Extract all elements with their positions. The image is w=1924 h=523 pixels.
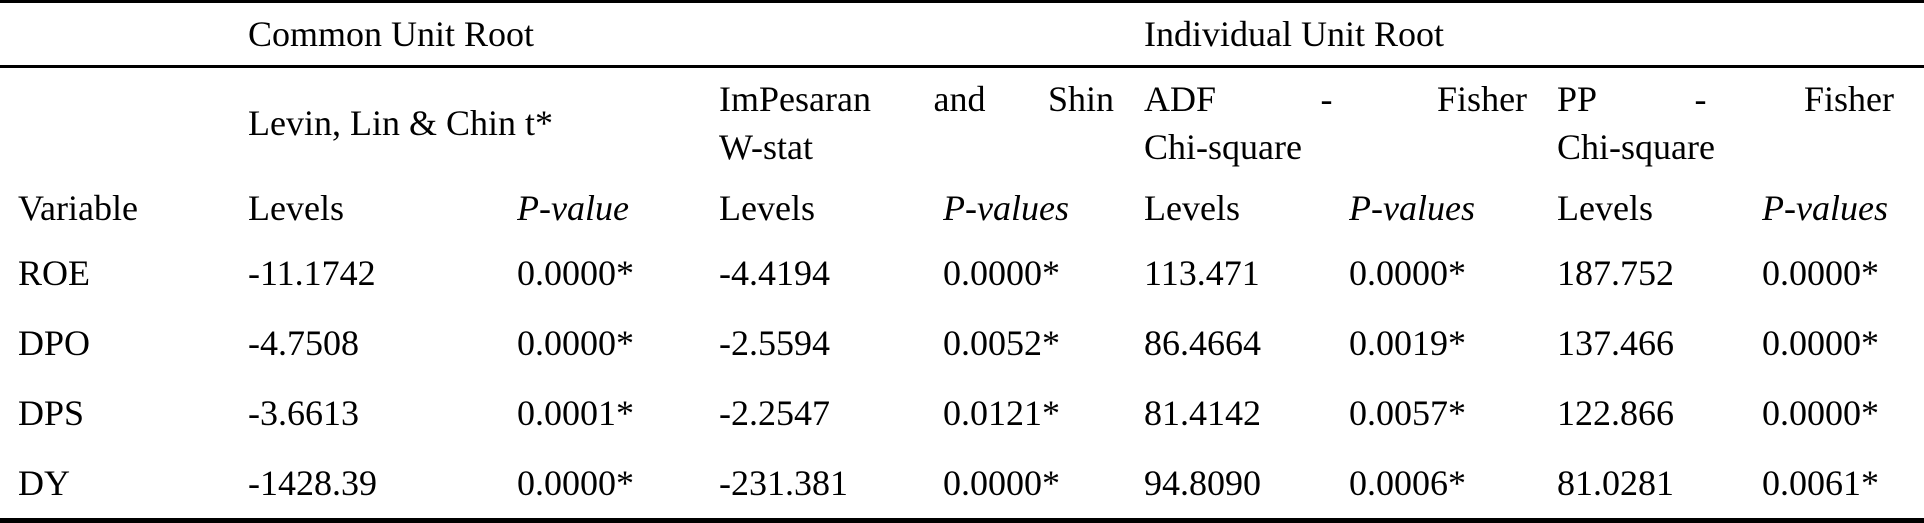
cell: 81.4142 (1144, 393, 1262, 433)
cell: 81.0281 (1557, 463, 1675, 503)
cell: -3.6613 (248, 393, 359, 433)
column-header-pvalue: P-value (517, 188, 629, 228)
cell: -4.4194 (719, 253, 830, 293)
row-label: DPO (18, 323, 91, 363)
method-word: Fisher (1804, 78, 1895, 119)
method-word: Shin (1048, 78, 1115, 119)
cell: 137.466 (1557, 323, 1675, 363)
method-header-ips: ImPesaran and Shin W-stat (719, 66, 1144, 178)
method-pp-line1: PP - Fisher (1557, 75, 1894, 123)
cell: 113.471 (1144, 253, 1260, 293)
column-header-variable: Variable (18, 188, 138, 228)
cell: -1428.39 (248, 463, 377, 503)
column-header-levels: Levels (1144, 188, 1240, 228)
group-header-common: Common Unit Root (248, 3, 1145, 68)
group-header-individual: Individual Unit Root (1144, 3, 1924, 68)
cell: 0.0000* (517, 323, 634, 363)
cell: 0.0052* (943, 323, 1060, 363)
row-label: DPS (18, 393, 85, 433)
method-adf-line1: ADF - Fisher (1144, 75, 1527, 123)
method-word: - (1694, 78, 1707, 119)
method-header-llc: Levin, Lin & Chin t* (248, 66, 719, 178)
row-label: ROE (18, 253, 90, 293)
column-header-pvalues: P-values (943, 188, 1069, 228)
cell: 0.0000* (943, 463, 1060, 503)
method-word: PP (1557, 78, 1598, 119)
cell: 0.0000* (517, 463, 634, 503)
method-header-adf: ADF - Fisher Chi-square (1144, 66, 1557, 178)
cell: 0.0121* (943, 393, 1060, 433)
table-row-dy: DY -1428.39 0.0000* -231.381 0.0000* 94.… (0, 448, 1924, 518)
cell: -2.5594 (719, 323, 830, 363)
table-row-roe: ROE -11.1742 0.0000* -4.4194 0.0000* 113… (0, 238, 1924, 308)
method-word: - (1320, 78, 1333, 119)
method-header-row: Levin, Lin & Chin t* ImPesaran and Shin … (0, 66, 1924, 178)
cell: 0.0000* (1762, 323, 1880, 363)
cell: -4.7508 (248, 323, 359, 363)
row-label: DY (18, 463, 70, 503)
method-pp-line2: Chi-square (1557, 126, 1715, 167)
cell: -231.381 (719, 463, 848, 503)
cell: 0.0019* (1349, 323, 1467, 363)
spacer-cell (0, 66, 248, 178)
method-label-llc: Levin, Lin & Chin t* (248, 102, 553, 143)
method-word: Fisher (1437, 78, 1528, 119)
cell: 0.0000* (1762, 253, 1880, 293)
cell: 0.0000* (517, 253, 634, 293)
method-header-pp: PP - Fisher Chi-square (1557, 66, 1924, 178)
method-word: ADF (1144, 78, 1217, 119)
cell: 0.0001* (517, 393, 634, 433)
cell: 0.0000* (1349, 253, 1467, 293)
method-adf-line2: Chi-square (1144, 126, 1302, 167)
cell: 0.0000* (1762, 393, 1880, 433)
cell: -11.1742 (248, 253, 376, 293)
cell: 122.866 (1557, 393, 1675, 433)
column-header-levels: Levels (248, 188, 344, 228)
column-header-pvalues: P-values (1349, 188, 1475, 228)
cell: 0.0057* (1349, 393, 1467, 433)
table-row-dps: DPS -3.6613 0.0001* -2.2547 0.0121* 81.4… (0, 378, 1924, 448)
method-word: and (933, 78, 986, 119)
cell: -2.2547 (719, 393, 830, 433)
column-header-levels: Levels (1557, 188, 1653, 228)
group-header-row: Common Unit Root Individual Unit Root (0, 3, 1924, 68)
column-header-pvalues: P-values (1762, 188, 1888, 228)
column-header-levels: Levels (719, 188, 815, 228)
table-row-dpo: DPO -4.7508 0.0000* -2.5594 0.0052* 86.4… (0, 308, 1924, 378)
method-ips-line2: W-stat (719, 126, 813, 167)
cell: 0.0006* (1349, 463, 1467, 503)
cell: 0.0000* (943, 253, 1060, 293)
cell: 0.0061* (1762, 463, 1880, 503)
method-word: ImPesaran (719, 78, 871, 119)
method-ips-line1: ImPesaran and Shin (719, 75, 1114, 123)
cell: 187.752 (1557, 253, 1675, 293)
cell: 94.8090 (1144, 463, 1262, 503)
cell: 86.4664 (1144, 323, 1262, 363)
unit-root-test-table: Common Unit Root Individual Unit Root Le… (0, 3, 1924, 518)
column-header-row: Variable Levels P-value Levels P-values … (0, 178, 1924, 238)
spacer-cell (0, 3, 248, 68)
